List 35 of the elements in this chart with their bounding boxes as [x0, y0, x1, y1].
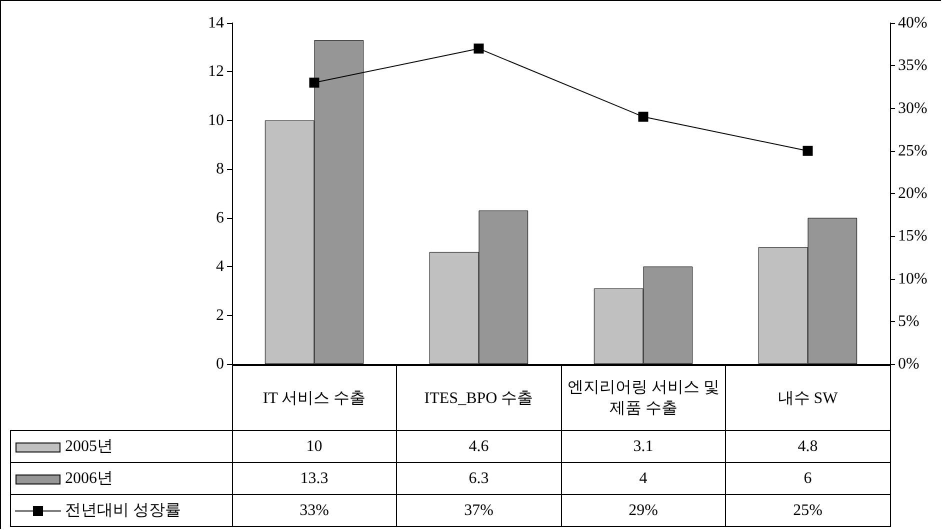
data-label: 4.6 — [396, 430, 561, 462]
data-label: 6 — [726, 462, 890, 494]
data-label: 6.3 — [396, 462, 561, 494]
data-label: 4 — [561, 462, 726, 494]
y-tick-label: 12 — [208, 63, 224, 80]
x-tick-label: ITES_BPO 수출 — [396, 366, 561, 430]
y-tick-label: 14 — [208, 14, 224, 32]
y2-tick-label: 10% — [898, 270, 928, 288]
legend-label: 2006년 — [64, 470, 113, 487]
y2-tick-label: 35% — [898, 57, 928, 74]
x-tick-label: 엔지리어링 서비스 및 제품 수출 — [561, 366, 726, 430]
y-tick-label: 2 — [216, 306, 224, 324]
y2-tick-label: 5% — [898, 312, 920, 330]
y2-tick-label: 40% — [898, 14, 928, 32]
data-label: 33% — [232, 494, 396, 526]
legend-label: 전년대비 성장률 — [64, 502, 181, 519]
data-label: 25% — [726, 494, 890, 526]
data-label: 29% — [561, 494, 726, 526]
y2-tick-label: 25% — [898, 142, 928, 160]
y-tick-label: 10 — [208, 112, 224, 129]
y2-tick-label: 0% — [898, 356, 920, 372]
y-tick-label: 4 — [216, 258, 224, 276]
y2-tick-label: 30% — [898, 100, 928, 117]
data-label: 13.3 — [232, 462, 396, 494]
y-tick-label: 0 — [216, 356, 224, 372]
y2-tick-label: 20% — [898, 185, 928, 202]
y-tick-label: 8 — [216, 160, 224, 178]
data-label: 3.1 — [561, 430, 726, 462]
y-tick-label: 6 — [216, 209, 224, 226]
data-label: 4.8 — [726, 430, 890, 462]
x-tick-label: 내수 SW — [726, 366, 890, 430]
legend-label: 2005년 — [64, 438, 113, 455]
data-label: 37% — [396, 494, 561, 526]
x-tick-label: IT 서비스 수출 — [232, 366, 396, 430]
y2-tick-label: 15% — [898, 228, 928, 245]
